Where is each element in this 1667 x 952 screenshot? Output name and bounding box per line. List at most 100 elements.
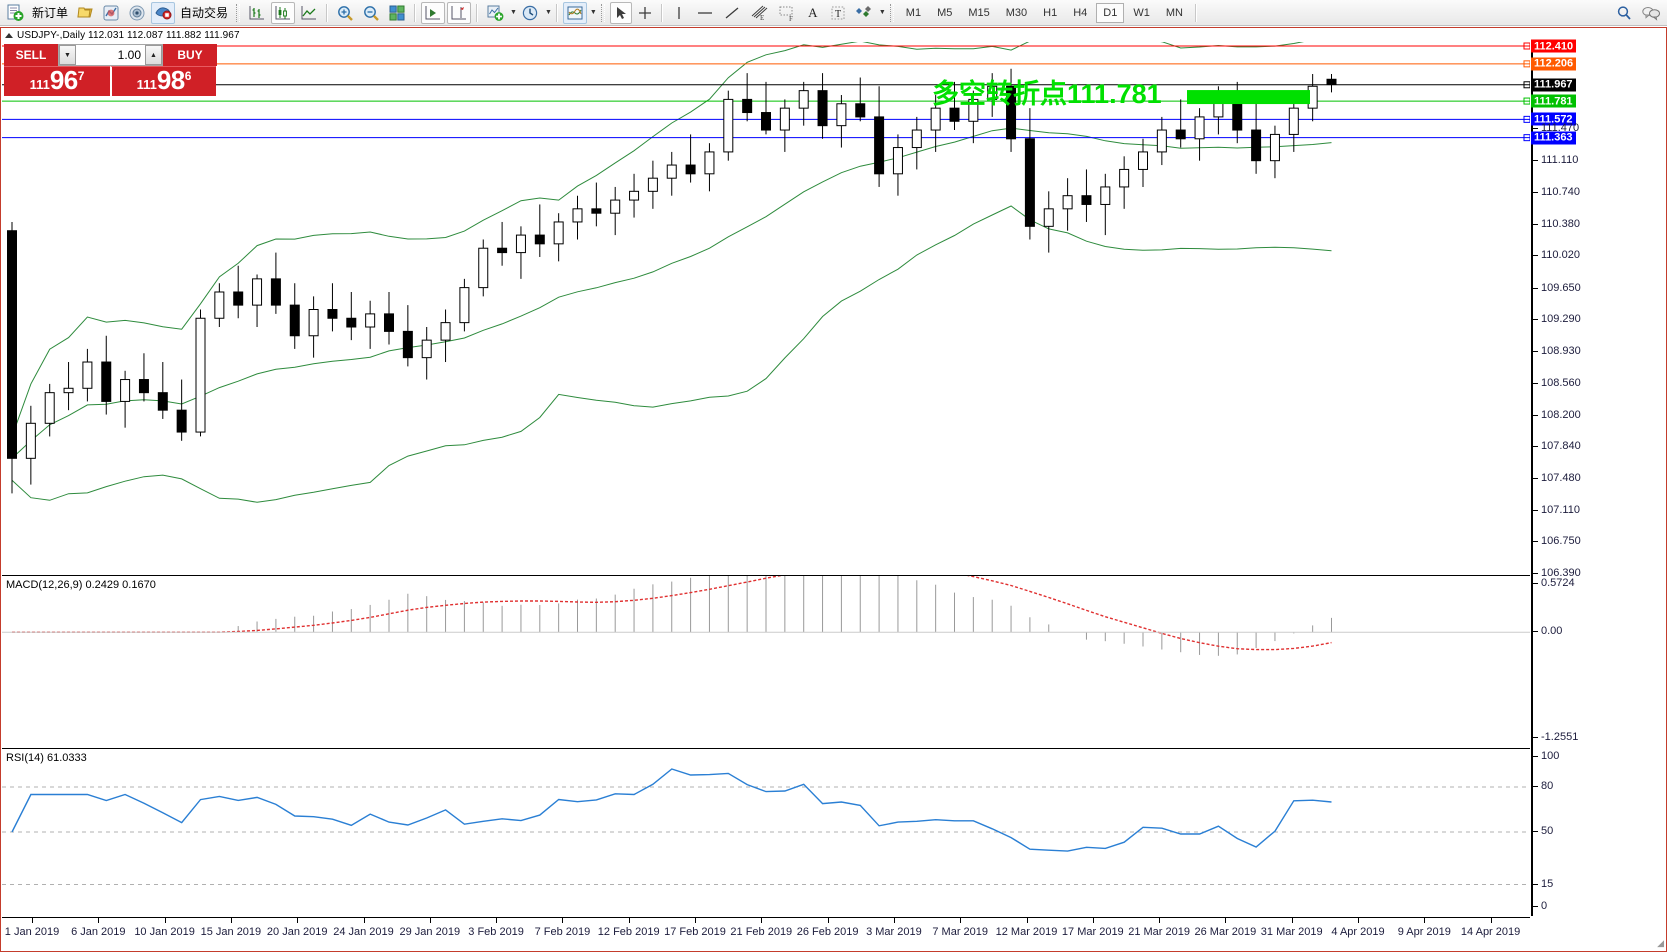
time-axis-label: 12 Feb 2019: [597, 926, 660, 938]
rsi-svg: [2, 768, 1530, 885]
time-axis[interactable]: 1 Jan 2019 6 Jan 2019 10 Jan 2019 15 Jan 20…: [2, 917, 1530, 951]
timeframe-mn[interactable]: MN: [1165, 6, 1183, 19]
chart-shift-icon[interactable]: [447, 1, 472, 24]
sell-button[interactable]: SELL: [4, 44, 58, 66]
shapes-dropdown-caret[interactable]: ▼: [878, 9, 886, 16]
text-label-icon[interactable]: A: [808, 4, 818, 20]
new-order-icon[interactable]: [3, 2, 27, 24]
price-level-tag[interactable]: 112.410: [1531, 39, 1577, 53]
time-axis-tick: [363, 918, 365, 923]
chart-restore-icon[interactable]: [5, 32, 13, 38]
price-level-tag[interactable]: 111.781: [1531, 94, 1576, 108]
volume-stepper[interactable]: ▼ 1.00 ▲: [58, 44, 163, 66]
price-axis-label: 110.380: [1541, 217, 1580, 230]
price-axis-tick: [1533, 477, 1538, 479]
price-axis[interactable]: 112.410 112.206 111.967 111.781 111.572 111.4…: [1531, 39, 1666, 916]
bar-chart-glyph: [249, 5, 265, 19]
macd-axis-tick: [1533, 631, 1538, 633]
zoom-in-icon[interactable]: [333, 2, 357, 24]
time-axis-tick: [761, 918, 763, 923]
data-window-icon[interactable]: [73, 2, 97, 24]
price-axis-tick: [1533, 319, 1538, 321]
shapes-icon[interactable]: [852, 2, 876, 24]
timeframe-d1[interactable]: D1: [1096, 2, 1125, 23]
cursor-icon[interactable]: [609, 1, 632, 24]
toolbar-grip-2[interactable]: [600, 3, 605, 22]
volume-decrease-button[interactable]: ▼: [59, 45, 76, 65]
tile-windows-glyph: [389, 5, 405, 20]
timeframe-m15[interactable]: M15: [968, 6, 990, 19]
templates-dropdown-caret[interactable]: ▼: [589, 9, 597, 16]
vertical-line-glyph: [678, 6, 680, 19]
horizontal-line-icon[interactable]: [692, 2, 718, 24]
toolbar-separator-4: [555, 3, 558, 22]
price-axis-label: 109.650: [1541, 281, 1581, 294]
volume-input[interactable]: 1.00: [76, 45, 145, 65]
vertical-line-icon[interactable]: [668, 2, 690, 24]
time-axis-tick: [1490, 918, 1492, 923]
price-level-tag[interactable]: 111.967: [1531, 78, 1576, 92]
price-axis-tick: [1533, 159, 1538, 161]
price-chart-plot[interactable]: 多空转折点111.781: [2, 42, 1530, 573]
candlestick-chart-icon[interactable]: [271, 1, 296, 24]
price-axis-label: 110.020: [1541, 249, 1580, 262]
time-axis-label: 20 Jan 2019: [266, 926, 328, 938]
resize-grip-icon[interactable]: ◢: [1657, 938, 1664, 948]
fibonacci-icon[interactable]: E: [746, 2, 772, 24]
templates-icon[interactable]: [562, 1, 587, 24]
chart-title-bar: USDJPY-,Daily 112.031 112.087 111.882 11…: [1, 28, 1666, 42]
chat-icon[interactable]: [1638, 2, 1664, 24]
timeframe-h4[interactable]: H4: [1073, 6, 1088, 19]
zoom-in-glyph: [338, 5, 353, 21]
volume-increase-button[interactable]: ▲: [145, 45, 162, 65]
rsi-axis-tick: [1533, 756, 1538, 757]
time-axis-tick: [960, 918, 962, 923]
sell-price[interactable]: 111 96 7: [4, 66, 110, 96]
timeframe-w1[interactable]: W1: [1133, 6, 1150, 19]
time-axis-tick: [429, 918, 431, 923]
timeframe-h1[interactable]: H1: [1043, 6, 1058, 19]
price-level-tag[interactable]: 111.363: [1531, 131, 1576, 145]
periods-dropdown-caret[interactable]: ▼: [544, 9, 552, 16]
new-order-label[interactable]: 新订单: [32, 6, 69, 20]
timeframe-m5[interactable]: M5: [937, 6, 953, 19]
toolbar-grip-1[interactable]: [236, 3, 241, 22]
timeframe-m30[interactable]: M30: [1005, 6, 1028, 19]
buy-price[interactable]: 111 98 6: [110, 66, 216, 96]
zoom-out-glyph: [364, 5, 379, 21]
macd-indicator-plot[interactable]: MACD(12,26,9) 0.2429 0.1670: [2, 575, 1530, 745]
time-axis-label: 12 Mar 2019: [995, 926, 1058, 938]
autotrading-icon[interactable]: [151, 1, 176, 24]
time-axis-tick: [1291, 918, 1293, 923]
navigator-icon[interactable]: [99, 2, 123, 24]
toolbar-grip-3[interactable]: [889, 3, 894, 22]
time-axis-label: 14 Apr 2019: [1460, 926, 1521, 938]
price-axis-label: 106.390: [1541, 567, 1581, 579]
indicators-icon[interactable]: [483, 2, 507, 24]
price-level-tag[interactable]: 111.572: [1531, 112, 1576, 126]
periods-icon[interactable]: [518, 2, 542, 24]
rsi-axis-label: 0: [1541, 900, 1548, 912]
price-level-tag[interactable]: 112.206: [1531, 57, 1577, 71]
search-glyph: [1617, 5, 1631, 20]
auto-scroll-icon[interactable]: [421, 1, 446, 24]
crosshair-icon[interactable]: [634, 2, 656, 24]
buy-button[interactable]: BUY: [163, 44, 217, 66]
time-axis-tick: [32, 918, 33, 923]
search-icon[interactable]: [1612, 2, 1636, 24]
trendline-icon[interactable]: [720, 2, 744, 24]
channel-icon[interactable]: F: [774, 2, 800, 24]
price-axis-tick: [1533, 255, 1538, 257]
rsi-indicator-plot[interactable]: RSI(14) 61.0333: [2, 748, 1530, 916]
tile-windows-icon[interactable]: [385, 2, 409, 24]
zoom-out-icon[interactable]: [359, 2, 383, 24]
bar-chart-icon[interactable]: [245, 2, 269, 24]
market-watch-icon[interactable]: [125, 2, 149, 24]
price-axis-tick: [1533, 350, 1538, 352]
autotrading-label[interactable]: 自动交易: [180, 6, 229, 20]
line-chart-icon[interactable]: [297, 2, 321, 24]
chart-annotation-label[interactable]: 多空转折点111.781: [932, 79, 1162, 110]
text-box-icon[interactable]: T: [826, 2, 850, 24]
indicators-dropdown-caret[interactable]: ▼: [510, 9, 517, 16]
timeframe-m1[interactable]: M1: [905, 6, 922, 19]
